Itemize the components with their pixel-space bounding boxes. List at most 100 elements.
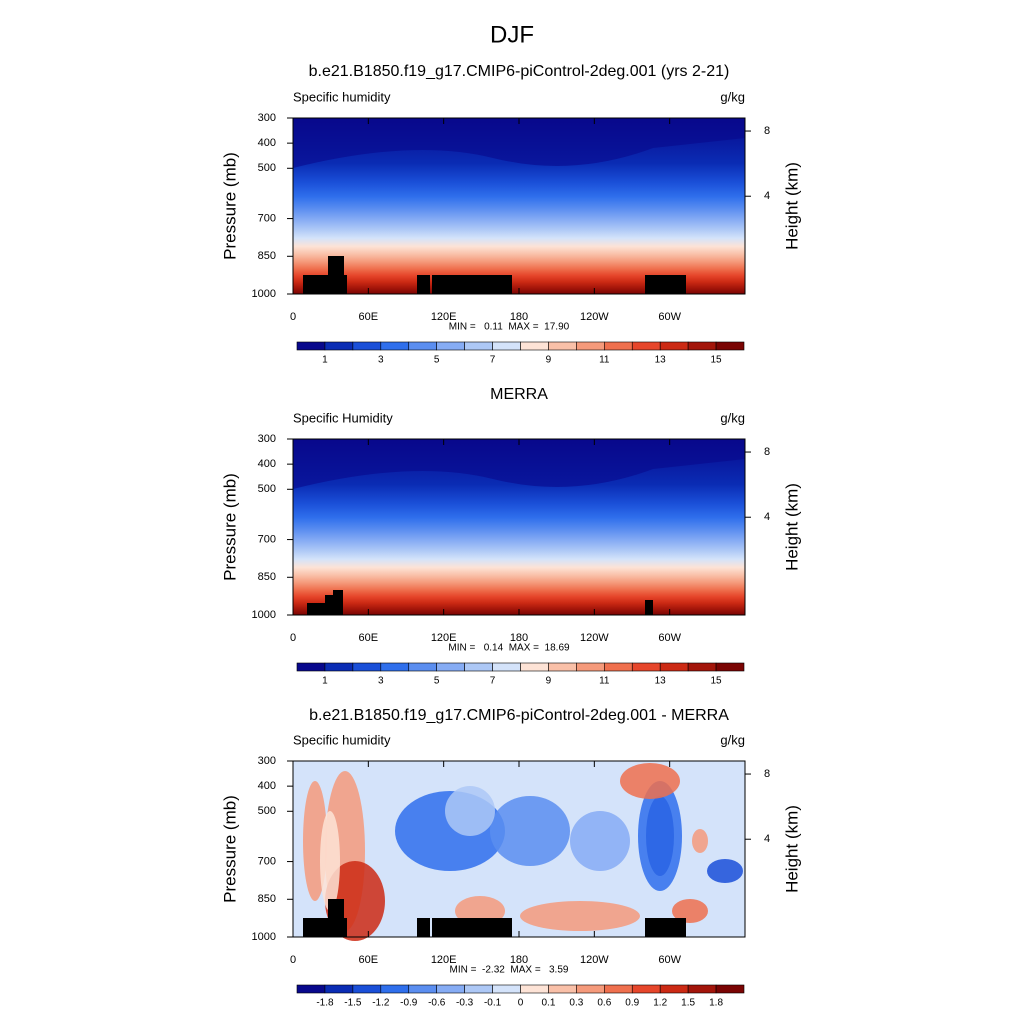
colorbar-box xyxy=(548,984,577,994)
colorbar-box xyxy=(492,341,521,351)
colorbar-box xyxy=(520,984,549,994)
colorbar-label: 9 xyxy=(546,676,552,687)
colorbar-box xyxy=(548,341,577,351)
topography xyxy=(432,275,512,294)
contour-blob xyxy=(570,811,630,871)
x-tick-label: 120E xyxy=(431,954,457,966)
colorbar-box xyxy=(380,662,410,672)
y-tick-label: 850 xyxy=(258,250,276,262)
right-string: g/kg xyxy=(720,732,745,747)
y-tick-label: 500 xyxy=(258,483,276,495)
contour-blob xyxy=(620,763,680,799)
colorbar-label: 1.5 xyxy=(681,998,695,1009)
y2-tick-label: 4 xyxy=(764,190,770,202)
colorbar-box xyxy=(464,662,493,672)
colorbar-box xyxy=(687,662,717,672)
topography xyxy=(645,918,686,937)
topography xyxy=(325,595,333,615)
colorbar-label: -0.3 xyxy=(456,998,474,1009)
x-tick-label: 60E xyxy=(359,954,379,966)
colorbar-box xyxy=(408,984,437,994)
y-tick-label: 1000 xyxy=(252,609,276,621)
right-string: g/kg xyxy=(720,410,745,425)
colorbar-label: 7 xyxy=(490,676,496,687)
colorbar-label: 9 xyxy=(546,355,552,366)
colorbar-label: 0.6 xyxy=(597,998,611,1009)
y-tick-label: 850 xyxy=(258,893,276,905)
panel-title: MERRA xyxy=(490,386,548,403)
topography xyxy=(645,600,653,615)
colorbar-box xyxy=(604,984,633,994)
colorbar-label: -1.5 xyxy=(344,998,362,1009)
x-tick-label: 60W xyxy=(658,311,681,323)
colorbar-box xyxy=(352,984,382,994)
colorbar-label: 3 xyxy=(378,355,384,366)
colorbar-label: 0.1 xyxy=(541,998,555,1009)
colorbar-label: 3 xyxy=(378,676,384,687)
colorbar-box xyxy=(659,662,689,672)
colorbar-box xyxy=(324,984,354,994)
left-string: Specific humidity xyxy=(293,89,391,104)
colorbar-label: -0.1 xyxy=(484,998,502,1009)
colorbar-box xyxy=(659,984,689,994)
colorbar-label: -1.2 xyxy=(372,998,390,1009)
topography xyxy=(303,918,347,937)
x-tick-label: 120E xyxy=(431,311,457,323)
y-tick-label: 300 xyxy=(258,755,276,767)
colorbar-box xyxy=(464,341,493,351)
topography xyxy=(333,590,343,615)
y-tick-label: 500 xyxy=(258,805,276,817)
contour-field-bulge xyxy=(293,118,745,168)
contour-field-bulge xyxy=(293,439,745,489)
x-tick-label: 60E xyxy=(359,311,379,323)
y-tick-label: 400 xyxy=(258,780,276,792)
y-axis-label: Pressure (mb) xyxy=(220,152,239,260)
contour-blob xyxy=(672,899,708,923)
colorbar-box xyxy=(492,662,521,672)
right-string: g/kg xyxy=(720,89,745,104)
y2-tick-label: 8 xyxy=(764,768,770,780)
y2-tick-label: 8 xyxy=(764,125,770,137)
colorbar-label: 5 xyxy=(434,355,440,366)
contour-blob xyxy=(520,901,640,931)
y-tick-label: 1000 xyxy=(252,288,276,300)
y2-axis-label: Height (km) xyxy=(782,483,801,571)
colorbar-box xyxy=(548,662,577,672)
x-tick-label: 0 xyxy=(290,954,296,966)
colorbar-box xyxy=(631,341,661,351)
colorbar-box xyxy=(687,984,717,994)
colorbar-box xyxy=(715,662,745,672)
colorbar-box xyxy=(576,984,605,994)
colorbar-label: 1.8 xyxy=(709,998,723,1009)
colorbar-label: 15 xyxy=(711,355,723,366)
y-tick-label: 700 xyxy=(258,533,276,545)
colorbar-box xyxy=(324,662,354,672)
x-tick-label: 180 xyxy=(510,632,528,644)
x-tick-label: 180 xyxy=(510,954,528,966)
colorbar-label: 13 xyxy=(655,676,667,687)
colorbar-box xyxy=(492,984,521,994)
y-axis-label: Pressure (mb) xyxy=(220,473,239,581)
stats: MIN = 0.14 MAX = 18.69 xyxy=(448,643,570,654)
colorbar-box xyxy=(604,662,633,672)
colorbar-label: 11 xyxy=(599,676,610,687)
figure-title: DJF xyxy=(490,21,534,48)
stats: MIN = -2.32 MAX = 3.59 xyxy=(450,965,569,976)
colorbar-box xyxy=(408,662,437,672)
topography xyxy=(328,256,344,276)
colorbar-box xyxy=(520,662,549,672)
colorbar-label: -1.8 xyxy=(316,998,334,1009)
colorbar-box xyxy=(324,341,354,351)
y-axis-label: Pressure (mb) xyxy=(220,795,239,903)
y2-axis-label: Height (km) xyxy=(782,805,801,893)
colorbar-box xyxy=(659,341,689,351)
contour-blob xyxy=(692,829,708,853)
contour-blob xyxy=(707,859,743,883)
colorbar-box xyxy=(436,662,465,672)
left-string: Specific humidity xyxy=(293,732,391,747)
y-tick-label: 500 xyxy=(258,162,276,174)
colorbar-label: 0 xyxy=(518,998,524,1009)
topography xyxy=(328,899,344,919)
colorbar-label: 0.3 xyxy=(569,998,583,1009)
